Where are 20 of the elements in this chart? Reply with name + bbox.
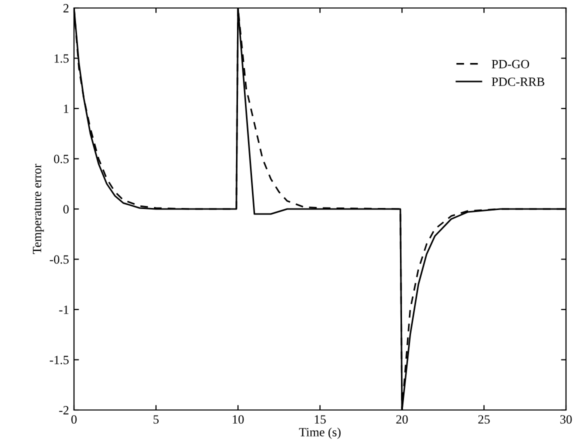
y-tick-label: -2 [59, 406, 68, 414]
x-tick-label: 25 [478, 415, 490, 424]
x-tick-label: 30 [560, 415, 572, 424]
y-tick-label: 1 [64, 104, 68, 113]
y-axis-title: Temperature error [32, 164, 44, 254]
y-tick-label: -0.5 [50, 255, 69, 264]
x-tick-label: 15 [314, 415, 326, 424]
y-tick-label: 2 [63, 4, 68, 12]
x-axis-title: Time (s) [299, 428, 341, 439]
y-tick-label: -1 [59, 306, 68, 314]
y-tick-label: 0 [63, 205, 69, 214]
x-tick-label: 5 [154, 415, 159, 424]
legend-label: PDC-RRB [492, 78, 544, 86]
legend-label: PD-GO [492, 60, 530, 68]
y-tick-label: -1.5 [50, 356, 69, 364]
x-tick-label: 0 [71, 415, 77, 424]
x-tick-label: 10 [232, 415, 244, 424]
y-tick-label: 1.5 [54, 54, 69, 63]
x-tick-label: 20 [396, 415, 408, 424]
y-tick-label: 0.5 [54, 154, 69, 164]
